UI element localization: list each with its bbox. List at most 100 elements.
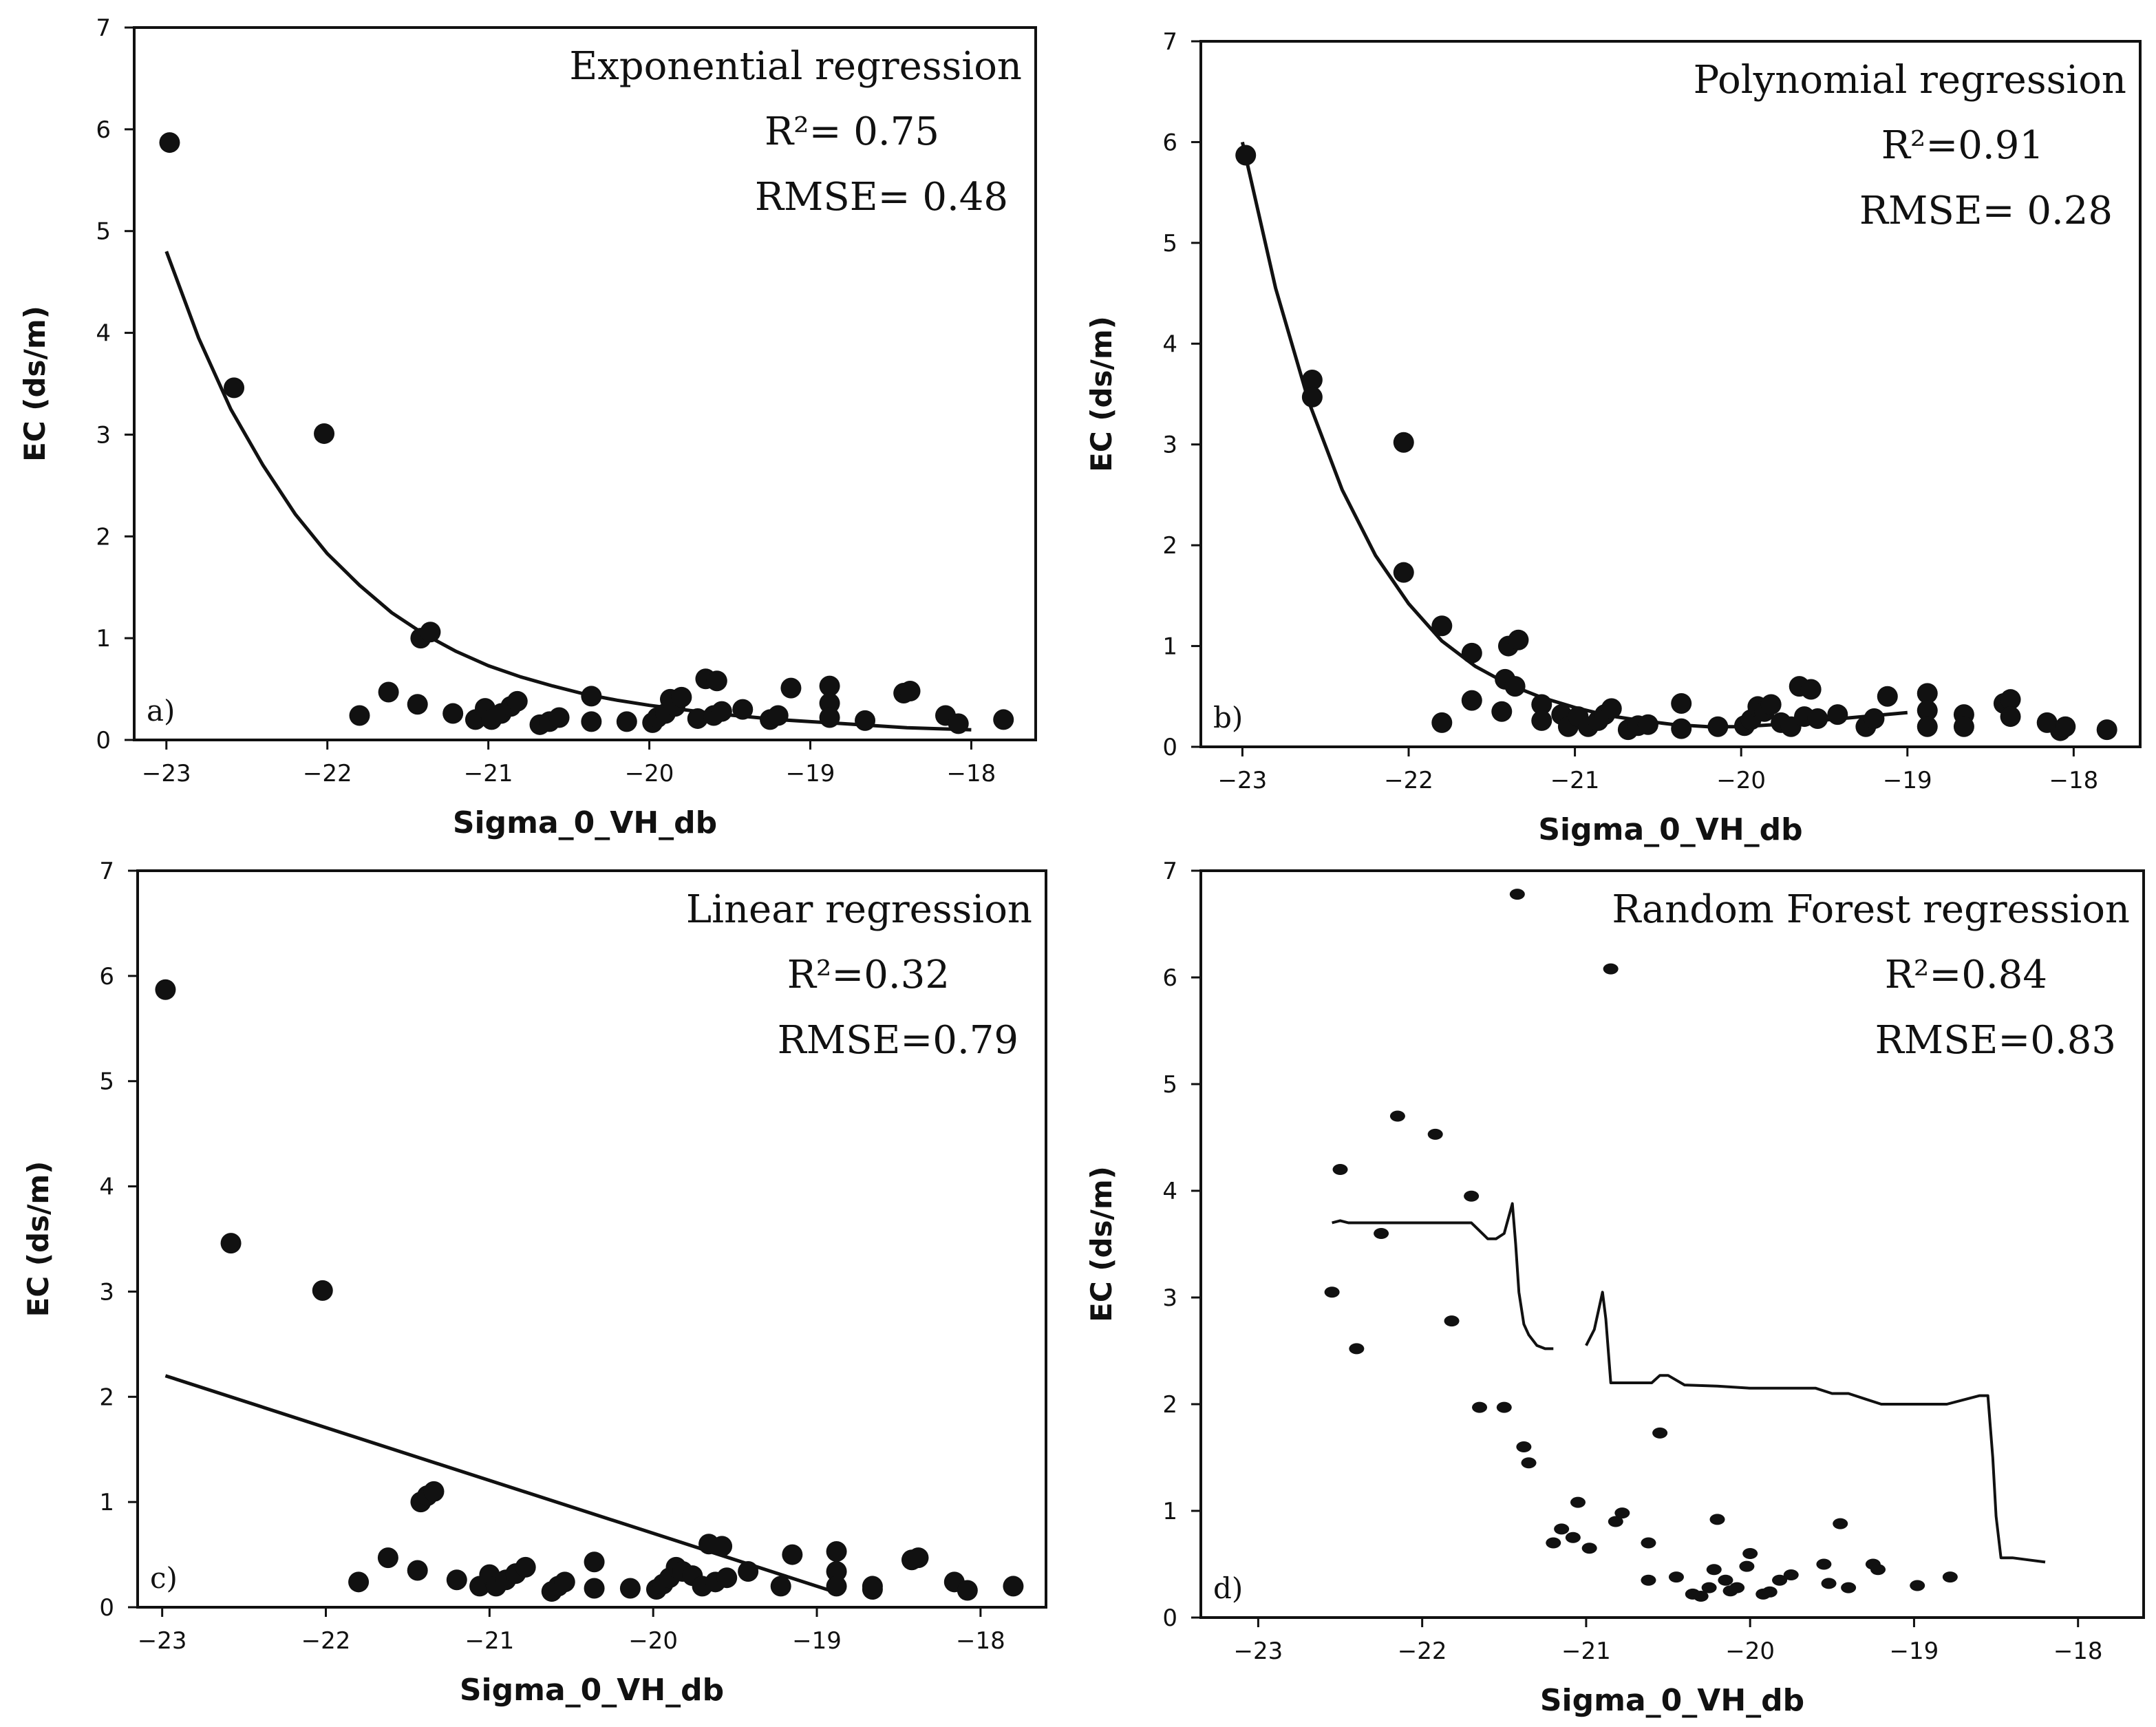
x-tick-label: −18 <box>956 1627 1005 1655</box>
data-point <box>1800 679 1822 700</box>
data-point <box>1783 1569 1799 1580</box>
data-point <box>1762 1586 1778 1598</box>
regression-title: Exponential regression <box>569 44 1022 89</box>
x-tick-label: −22 <box>303 760 352 787</box>
data-point <box>224 377 245 399</box>
data-point <box>712 1536 733 1557</box>
y-tick-label: 6 <box>99 963 114 990</box>
data-point <box>1641 1537 1656 1549</box>
data-point <box>1509 889 1525 900</box>
x-axis-label: Sigma_0_VH_db <box>453 805 717 840</box>
y-axis-label: EC (ds/m) <box>18 306 52 462</box>
data-point <box>1671 693 1692 714</box>
regression-title: Polynomial regression <box>1694 58 2126 103</box>
data-point <box>1389 1110 1405 1122</box>
y-tick-label: 2 <box>99 1384 114 1411</box>
y-tick-label: 3 <box>1162 432 1177 459</box>
panel-a: −23 −22 −21 −20 −19 −18 0 1 2 3 4 5 6 7 Sigma_0_VH_db E… <box>18 14 1037 840</box>
y-tick-label: 1 <box>1162 633 1177 661</box>
data-point <box>1707 716 1729 737</box>
y-tick-label: 3 <box>1162 1284 1177 1312</box>
panel-c: −23 −22 −21 −20 −19 −18 0 1 2 3 4 5 6 7 Sigma_0_VH_db E… <box>21 858 1047 1708</box>
data-point <box>957 1580 978 1601</box>
data-point <box>1917 716 1938 737</box>
data-point <box>1742 1548 1758 1559</box>
data-point <box>155 979 176 1000</box>
y-tick-label: 2 <box>1162 532 1177 560</box>
data-point <box>2000 689 2021 710</box>
data-point <box>1821 1578 1837 1589</box>
y-tick-label: 5 <box>1162 1071 1177 1099</box>
data-point <box>420 622 441 643</box>
data-point <box>377 1547 398 1569</box>
data-point <box>1614 1507 1630 1519</box>
data-point <box>378 681 399 703</box>
data-point <box>1565 1532 1581 1543</box>
data-point <box>584 1551 605 1573</box>
data-point <box>616 711 637 732</box>
x-tick-label: −20 <box>1716 767 1766 794</box>
y-tick-label: 0 <box>1162 734 1177 761</box>
data-point <box>1917 700 1938 721</box>
data-point <box>780 677 802 699</box>
data-point <box>1431 615 1453 637</box>
x-tick-label: −18 <box>2049 767 2098 794</box>
data-point <box>1393 432 1414 453</box>
x-tick-label: −18 <box>2053 1638 2103 1665</box>
data-point <box>855 710 876 731</box>
data-point <box>732 699 754 720</box>
data-point <box>1608 1516 1623 1527</box>
data-point <box>1581 1543 1597 1554</box>
y-tick-label: 4 <box>99 1174 114 1201</box>
y-tick-label: 1 <box>99 1489 114 1516</box>
data-point <box>1427 1128 1443 1140</box>
data-point <box>1531 710 1552 731</box>
data-point <box>1833 1518 1848 1529</box>
data-point <box>1496 1401 1512 1413</box>
data-point <box>899 681 921 702</box>
data-point <box>1917 683 1938 704</box>
data-point <box>819 675 840 697</box>
x-tick-label: −23 <box>1218 767 1268 794</box>
data-point <box>1461 642 1482 664</box>
data-point <box>349 705 370 726</box>
data-point <box>1701 1582 1717 1593</box>
panel-label: d) <box>1213 1571 1243 1605</box>
data-point <box>1760 694 1782 715</box>
fit-curve <box>1240 141 1908 729</box>
data-point <box>442 703 464 724</box>
data-point <box>1491 701 1513 722</box>
panel-d: −23 −22 −21 −20 −19 −18 0 1 2 3 4 5 6 7 Sigma_0_VH_db E… <box>1085 858 2145 1718</box>
data-point <box>1508 629 1529 650</box>
y-tick-label: 5 <box>96 218 111 246</box>
data-point <box>1807 708 1828 729</box>
r2-value: R²=0.84 <box>1885 953 2047 997</box>
regression-title: Random Forest regression <box>1612 887 2130 932</box>
y-tick-label: 2 <box>1162 1391 1177 1419</box>
x-tick-label: −21 <box>1561 1638 1611 1665</box>
panel-b: −23 −22 −21 −20 −19 −18 0 1 2 3 4 5 6 7 Sigma_0_VH_db E… <box>1085 28 2142 847</box>
data-point <box>826 1561 847 1582</box>
data-point <box>1444 1315 1460 1327</box>
x-tick-label: −19 <box>1883 767 1932 794</box>
x-tick-label: −20 <box>628 1627 678 1655</box>
data-point <box>1349 1343 1365 1355</box>
x-tick-label: −22 <box>1384 767 1433 794</box>
x-tick-label: −21 <box>464 760 513 787</box>
data-point <box>908 1547 929 1569</box>
data-point <box>716 1567 738 1589</box>
data-point <box>1516 1441 1532 1452</box>
data-point <box>584 1578 605 1599</box>
data-point <box>1718 1574 1733 1586</box>
rf-prediction-line <box>1332 1202 1554 1350</box>
rmse-value: RMSE=0.79 <box>778 1018 1018 1063</box>
y-tick-label: 5 <box>99 1068 114 1096</box>
data-point <box>220 1233 242 1254</box>
data-point <box>1324 1286 1340 1298</box>
y-tick-label: 6 <box>1162 964 1177 992</box>
data-point <box>446 1569 467 1591</box>
y-tick-label: 2 <box>96 523 111 551</box>
data-point <box>671 686 692 708</box>
y-tick-label: 0 <box>1162 1604 1177 1632</box>
data-point <box>1301 370 1323 390</box>
